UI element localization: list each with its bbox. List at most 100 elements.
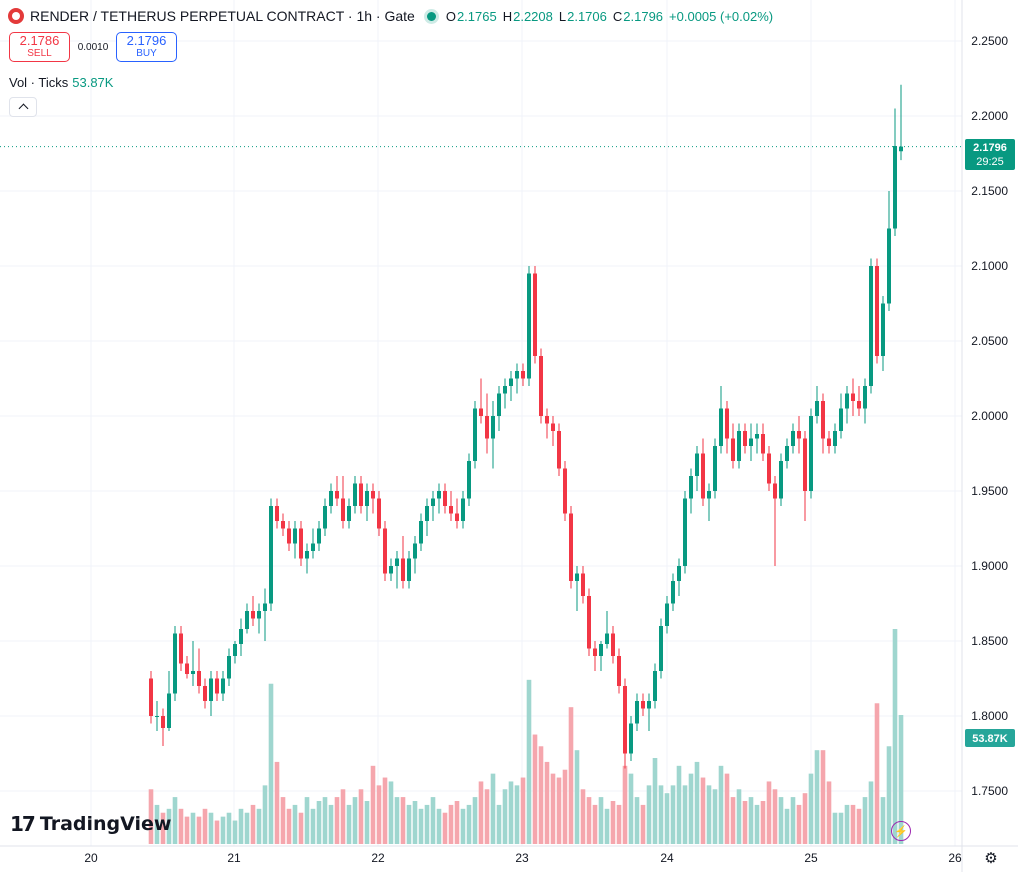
volume-bar	[382, 777, 388, 844]
volume-bar	[694, 761, 700, 844]
candle	[737, 423, 741, 469]
sell-price: 2.1786	[19, 33, 60, 48]
candle-body	[425, 506, 429, 521]
candle-body	[497, 393, 501, 416]
y-tick-label: 1.8000	[971, 709, 1008, 723]
tradingview-logo-text: TradingView	[39, 813, 172, 835]
y-tick-label: 1.9500	[971, 484, 1008, 498]
volume-legend[interactable]: Vol · Ticks 53.87K	[9, 75, 113, 90]
volume-bar	[256, 808, 262, 844]
candle	[353, 476, 357, 514]
candle-body	[359, 483, 363, 506]
volume-bar	[706, 785, 712, 844]
candle-body	[395, 558, 399, 566]
candle-body	[371, 491, 375, 499]
candle	[647, 693, 651, 731]
volume-bar	[898, 715, 904, 844]
candle	[743, 423, 747, 454]
volume-bar	[490, 773, 496, 844]
candle	[185, 656, 189, 679]
symbol-title[interactable]: RENDER / TETHERUS PERPETUAL CONTRACT · 1…	[30, 8, 415, 24]
candle	[473, 401, 477, 469]
volume-bar	[730, 797, 736, 844]
volume-bar	[532, 734, 538, 844]
candle	[485, 393, 489, 454]
candle-body	[737, 431, 741, 461]
volume-bar	[856, 808, 862, 844]
volume-bar	[328, 804, 334, 844]
candle	[365, 483, 369, 521]
candle-body	[503, 386, 507, 394]
candle	[545, 408, 549, 439]
volume-tag: 53.87K	[965, 729, 1015, 747]
candle	[653, 663, 657, 709]
bolt-icon[interactable]: ⚡	[891, 821, 911, 841]
candle-body	[563, 468, 567, 514]
volume-bar	[166, 808, 172, 844]
candle	[695, 446, 699, 491]
sell-button[interactable]: 2.1786 SELL	[9, 32, 70, 62]
volume-bar	[718, 765, 724, 844]
candle	[497, 386, 501, 431]
candle	[833, 423, 837, 454]
candle-body	[581, 573, 585, 596]
candle	[791, 423, 795, 454]
candle-body	[449, 506, 453, 514]
tradingview-logo[interactable]: 17 TradingView	[10, 812, 171, 836]
candle-body	[413, 543, 417, 559]
y-tick-label: 2.0000	[971, 409, 1008, 423]
candle	[449, 491, 453, 521]
candle-body	[263, 603, 267, 611]
candle-body	[299, 528, 303, 559]
y-tick-label: 2.2500	[971, 34, 1008, 48]
candle-body	[545, 416, 549, 424]
y-tick-label: 1.7500	[971, 784, 1008, 798]
buy-label: BUY	[136, 48, 157, 59]
volume-bar	[484, 789, 490, 844]
volume-bar	[388, 781, 394, 844]
candle-body	[179, 633, 183, 664]
candle	[803, 431, 807, 521]
candle	[167, 671, 171, 731]
candle-body	[665, 603, 669, 626]
collapse-legend-button[interactable]	[9, 97, 37, 117]
candle-body	[485, 416, 489, 439]
volume-bar	[268, 683, 274, 844]
candle	[701, 438, 705, 506]
candle-body	[557, 431, 561, 469]
candle-body	[599, 644, 603, 656]
volume-bar	[592, 804, 598, 844]
buy-button[interactable]: 2.1796 BUY	[116, 32, 177, 62]
candle-body	[467, 461, 471, 499]
candle	[509, 371, 513, 401]
volume-bar	[574, 750, 580, 844]
candle-body	[827, 438, 831, 446]
candle	[665, 596, 669, 634]
candle-body	[725, 408, 729, 439]
candle-body	[719, 408, 723, 446]
candle	[659, 618, 663, 679]
candle-body	[491, 416, 495, 439]
candle	[563, 461, 567, 521]
volume-bar	[712, 789, 718, 844]
volume-bar	[538, 746, 544, 844]
candle	[641, 693, 645, 716]
candle	[551, 416, 555, 446]
gear-icon[interactable]: ⚙	[984, 850, 998, 867]
candle-body	[239, 629, 243, 644]
candle	[767, 446, 771, 491]
candle-body	[629, 723, 633, 754]
candle-body	[845, 393, 849, 409]
volume-bar	[616, 804, 622, 844]
volume-bar	[868, 781, 874, 844]
candle	[755, 423, 759, 454]
volume-bar	[892, 629, 898, 844]
candle-body	[575, 573, 579, 581]
volume-bar	[220, 816, 226, 844]
candle	[719, 386, 723, 454]
candle-body	[221, 678, 225, 694]
candle-body	[593, 648, 597, 656]
candle	[773, 476, 777, 566]
candle	[191, 641, 195, 686]
